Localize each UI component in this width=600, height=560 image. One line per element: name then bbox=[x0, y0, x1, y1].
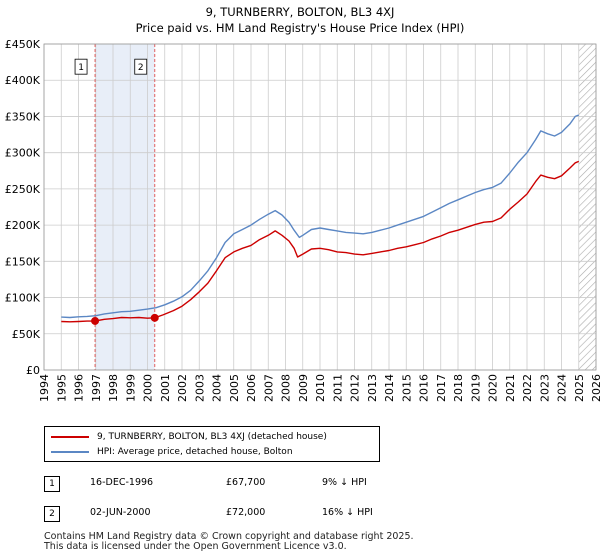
x-tick-label: 2021 bbox=[504, 374, 517, 402]
sale-hpi-diff: 16% ↓ HPI bbox=[322, 507, 373, 518]
x-tick-label: 1996 bbox=[73, 374, 86, 402]
sale-label-text: 2 bbox=[138, 63, 144, 73]
x-tick-label: 2015 bbox=[400, 374, 413, 402]
sale-marker-label: 1 bbox=[44, 476, 60, 492]
x-tick-label: 2018 bbox=[452, 374, 465, 402]
x-tick-label: 1995 bbox=[55, 374, 68, 402]
x-tick-label: 2019 bbox=[469, 374, 482, 402]
y-tick-label: £400K bbox=[5, 74, 41, 87]
chart-title-block: 9, TURNBERRY, BOLTON, BL3 4XJ Price paid… bbox=[0, 4, 600, 36]
x-tick-label: 2025 bbox=[573, 374, 586, 402]
sale-date: 02-JUN-2000 bbox=[90, 507, 151, 518]
x-tick-label: 2003 bbox=[193, 374, 206, 402]
x-tick-label: 2014 bbox=[383, 374, 396, 402]
y-tick-label: £450K bbox=[5, 38, 41, 51]
x-tick-label: 1999 bbox=[124, 374, 137, 402]
x-tick-label: 2000 bbox=[142, 374, 155, 402]
sale-label-text: 1 bbox=[78, 63, 84, 73]
sale-point bbox=[91, 316, 100, 325]
x-tick-label: 2007 bbox=[262, 374, 275, 402]
plot-frame bbox=[43, 43, 597, 371]
x-tick-label: 2005 bbox=[228, 374, 241, 402]
y-tick-label: £200K bbox=[5, 219, 41, 232]
x-tick-label: 2024 bbox=[556, 374, 569, 402]
ownership-shaded-span bbox=[95, 44, 155, 370]
footer-attribution: Contains HM Land Registry data © Crown c… bbox=[44, 532, 414, 552]
x-tick-label: 2008 bbox=[280, 374, 293, 402]
legend-swatch-hpi bbox=[51, 451, 89, 453]
y-tick-label: £0 bbox=[26, 364, 40, 377]
sale-label-box bbox=[134, 58, 148, 75]
sale-marker-label: 2 bbox=[44, 506, 60, 522]
legend-label-hpi: HPI: Average price, detached house, Bolt… bbox=[97, 447, 293, 457]
footer-line-1: Contains HM Land Registry data © Crown c… bbox=[44, 531, 414, 542]
future-hatched-region bbox=[578, 44, 596, 370]
sale-price: £67,700 bbox=[226, 477, 266, 488]
y-tick-label: £350K bbox=[5, 110, 41, 123]
x-tick-label: 2009 bbox=[297, 374, 310, 402]
chart-subtitle: Price paid vs. HM Land Registry's House … bbox=[135, 21, 465, 35]
x-tick-label: 2006 bbox=[245, 374, 258, 402]
x-tick-label: 2023 bbox=[538, 374, 551, 402]
x-tick-label: 2022 bbox=[521, 374, 534, 402]
x-tick-label: 2016 bbox=[418, 374, 431, 402]
hpi-line bbox=[61, 114, 580, 319]
chart-title: 9, TURNBERRY, BOLTON, BL3 4XJ bbox=[205, 5, 395, 19]
y-tick-label: £150K bbox=[5, 255, 41, 268]
footer-line-2: This data is licensed under the Open Gov… bbox=[44, 541, 347, 552]
x-tick-label: 2017 bbox=[435, 374, 448, 402]
legend-label-property: 9, TURNBERRY, BOLTON, BL3 4XJ (detached … bbox=[97, 432, 327, 442]
sale-price: £72,000 bbox=[226, 507, 266, 518]
price-chart: 1 2 £0 £50K £100K £150K £200K £250K £300K £350K £4… bbox=[5, 38, 600, 402]
y-tick-label: £100K bbox=[5, 292, 41, 305]
x-tick-label: 2011 bbox=[331, 374, 344, 402]
x-tick-label: 2002 bbox=[176, 374, 189, 402]
legend-item-property: 9, TURNBERRY, BOLTON, BL3 4XJ (detached … bbox=[51, 430, 327, 444]
x-tick-label: 2004 bbox=[211, 374, 224, 402]
x-tick-label: 1998 bbox=[107, 374, 120, 402]
sale-hpi-diff: 9% ↓ HPI bbox=[322, 477, 367, 488]
legend-swatch-property bbox=[51, 436, 89, 438]
chart-legend: 9, TURNBERRY, BOLTON, BL3 4XJ (detached … bbox=[44, 426, 380, 462]
x-tick-label: 2010 bbox=[314, 374, 327, 402]
x-tick-label: 2020 bbox=[487, 374, 500, 402]
legend-item-hpi: HPI: Average price, detached house, Bolt… bbox=[51, 445, 293, 459]
y-tick-label: £50K bbox=[12, 328, 41, 341]
x-tick-label: 2026 bbox=[590, 374, 600, 402]
sale-label-box bbox=[74, 58, 88, 75]
sale-point bbox=[150, 313, 159, 322]
sale-date: 16-DEC-1996 bbox=[90, 477, 154, 488]
y-tick-label: £300K bbox=[5, 147, 41, 160]
x-tick-label: 2013 bbox=[366, 374, 379, 402]
x-tick-label: 2012 bbox=[349, 374, 362, 402]
x-tick-label: 1994 bbox=[38, 374, 51, 402]
y-tick-label: £250K bbox=[5, 183, 41, 196]
x-tick-label: 2001 bbox=[159, 374, 172, 402]
x-tick-label: 1997 bbox=[90, 374, 103, 402]
